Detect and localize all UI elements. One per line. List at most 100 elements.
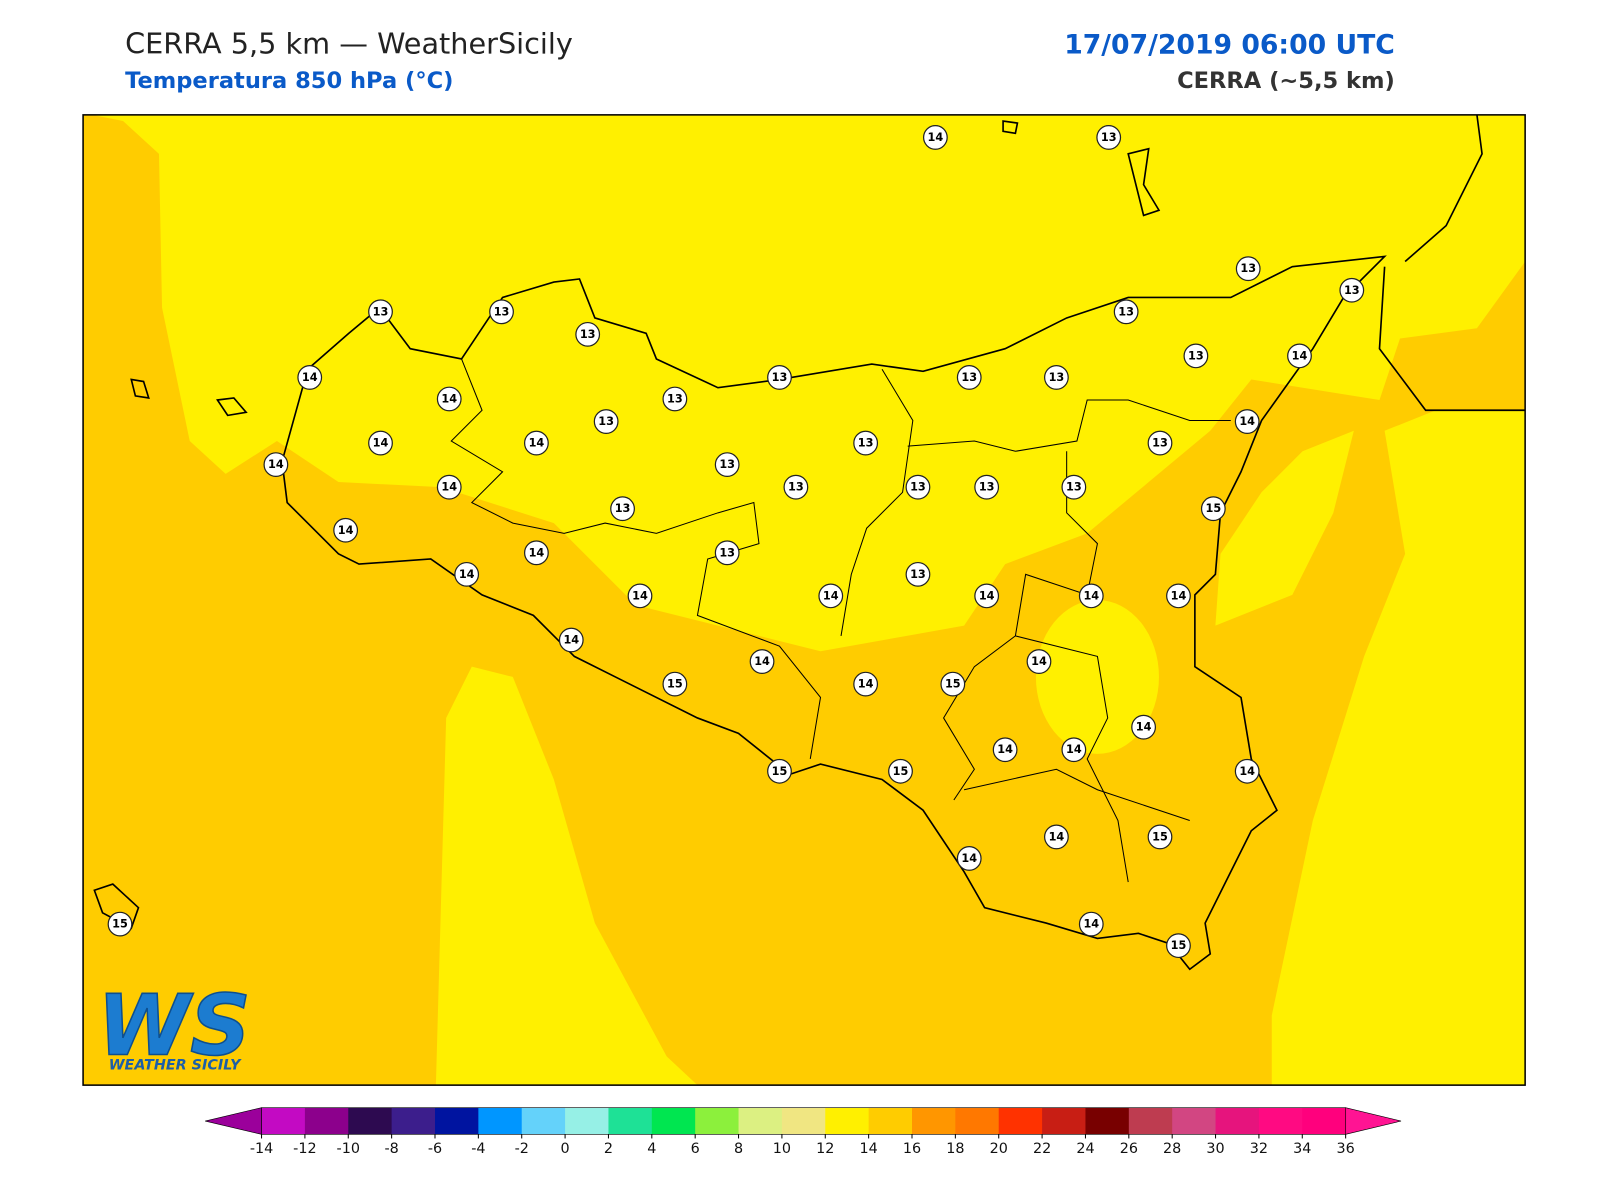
station-value: 14: [1031, 655, 1047, 668]
station-marker: [956, 365, 982, 390]
station-marker: [1339, 277, 1365, 303]
station-marker: [297, 365, 323, 390]
station-value: 14: [1136, 721, 1152, 734]
station-value: 13: [719, 458, 735, 471]
station: 15: [940, 671, 966, 697]
station-value: 14: [1239, 415, 1255, 428]
station-marker: [368, 430, 393, 456]
station-value: 14: [979, 589, 995, 602]
station: 13: [489, 299, 514, 325]
station: 13: [1235, 256, 1261, 282]
station-value: 13: [719, 546, 735, 559]
station-value: 13: [1344, 284, 1360, 297]
station: 13: [1183, 343, 1209, 369]
station-marker: [1234, 758, 1260, 784]
station: 14: [1026, 649, 1052, 674]
colorbar-tick-label: 16: [903, 1141, 921, 1157]
station-marker: [107, 911, 133, 937]
colorbar-tick-label: -8: [384, 1141, 398, 1157]
station: 14: [524, 540, 549, 566]
colorbar-bin: [434, 1107, 479, 1135]
station-marker: [1234, 409, 1260, 434]
colorbar-tick-label: -6: [428, 1141, 442, 1157]
station: 15: [767, 758, 792, 784]
station: 13: [610, 496, 635, 522]
colorbar-bin: [1042, 1107, 1086, 1135]
station-value: 14: [1083, 918, 1099, 931]
coastline: [93, 114, 1526, 971]
station: 14: [368, 430, 393, 456]
station: 13: [1061, 474, 1087, 500]
field-yellow: [1215, 430, 1354, 626]
station-value: 14: [529, 437, 545, 450]
station: 13: [1113, 299, 1139, 325]
station-value: 14: [1083, 589, 1099, 602]
station: 14: [749, 649, 775, 674]
station: 13: [783, 474, 809, 500]
station: 14: [524, 430, 549, 456]
station: 13: [368, 299, 393, 325]
station-value: 14: [1239, 765, 1255, 778]
logo-mark: WS: [97, 976, 250, 1074]
title: CERRA 5,5 km — WeatherSicily: [125, 26, 573, 60]
station-marker: [922, 125, 948, 150]
colorbar-bin: [1128, 1107, 1173, 1135]
colorbar-tick-label: -4: [471, 1141, 485, 1157]
station: 14: [297, 365, 323, 390]
colorbar-bin: [781, 1107, 826, 1135]
station: 14: [1234, 758, 1260, 784]
station-value: 14: [823, 589, 839, 602]
station-marker: [974, 474, 1000, 500]
station-marker: [1235, 256, 1261, 282]
station-value: 13: [788, 481, 804, 494]
station-marker: [1096, 125, 1122, 150]
station-value: 13: [1188, 349, 1204, 362]
colorbar-bin: [998, 1107, 1043, 1135]
station: 13: [974, 474, 1000, 500]
station-value: 14: [1292, 349, 1308, 362]
station: 14: [922, 125, 948, 150]
source: CERRA (~5,5 km): [1177, 68, 1395, 94]
station-marker: [558, 627, 584, 653]
colorbar-tick-label: 6: [691, 1141, 700, 1157]
station: 13: [905, 561, 931, 587]
colorbar: -14 -12 -10 -8 -6 -4 -2 0 2 4 6 8 10 12 14 16 18 20 22 24 26…: [205, 1107, 1402, 1157]
station-marker: [1147, 824, 1173, 850]
field-yellow: [1035, 600, 1159, 754]
colorbar-tick-label: 24: [1076, 1141, 1094, 1157]
station-marker: [524, 540, 549, 566]
station: 13: [1147, 430, 1173, 456]
station-value: 13: [1101, 131, 1117, 144]
station-marker: [524, 430, 549, 456]
station: 14: [1166, 583, 1191, 609]
station-value: 14: [441, 392, 457, 405]
subtitle: Temperatura 850 hPa (°C): [125, 68, 453, 94]
station-marker: [1026, 649, 1052, 674]
station-marker: [1113, 299, 1139, 325]
station-value: 13: [772, 371, 788, 384]
station-marker: [333, 517, 359, 543]
station-marker: [888, 758, 913, 784]
colorbar-bin: [565, 1107, 609, 1135]
station: 15: [888, 758, 913, 784]
station: 14: [1078, 583, 1104, 609]
station-marker: [1078, 911, 1104, 937]
colorbar-bin: [825, 1107, 870, 1135]
station-marker: [818, 583, 844, 609]
station-marker: [1078, 583, 1104, 609]
station-value: 14: [1049, 830, 1065, 843]
station-value: 15: [893, 765, 909, 778]
colorbar-bin: [348, 1107, 393, 1135]
colorbar-tick-label: 36: [1337, 1141, 1355, 1157]
station-value: 13: [961, 371, 977, 384]
colorbar-tick-label: -14: [250, 1141, 273, 1157]
station: 13: [575, 321, 601, 347]
station-value: 13: [598, 415, 614, 428]
colorbar-bin: [1215, 1107, 1260, 1135]
station: 14: [627, 583, 653, 609]
colorbar-tick-label: 34: [1293, 1141, 1311, 1157]
station-marker: [627, 583, 653, 609]
station: 15: [662, 671, 688, 697]
colorbar-tick-label: 12: [816, 1141, 834, 1157]
colorbar-tick-label: -2: [515, 1141, 529, 1157]
